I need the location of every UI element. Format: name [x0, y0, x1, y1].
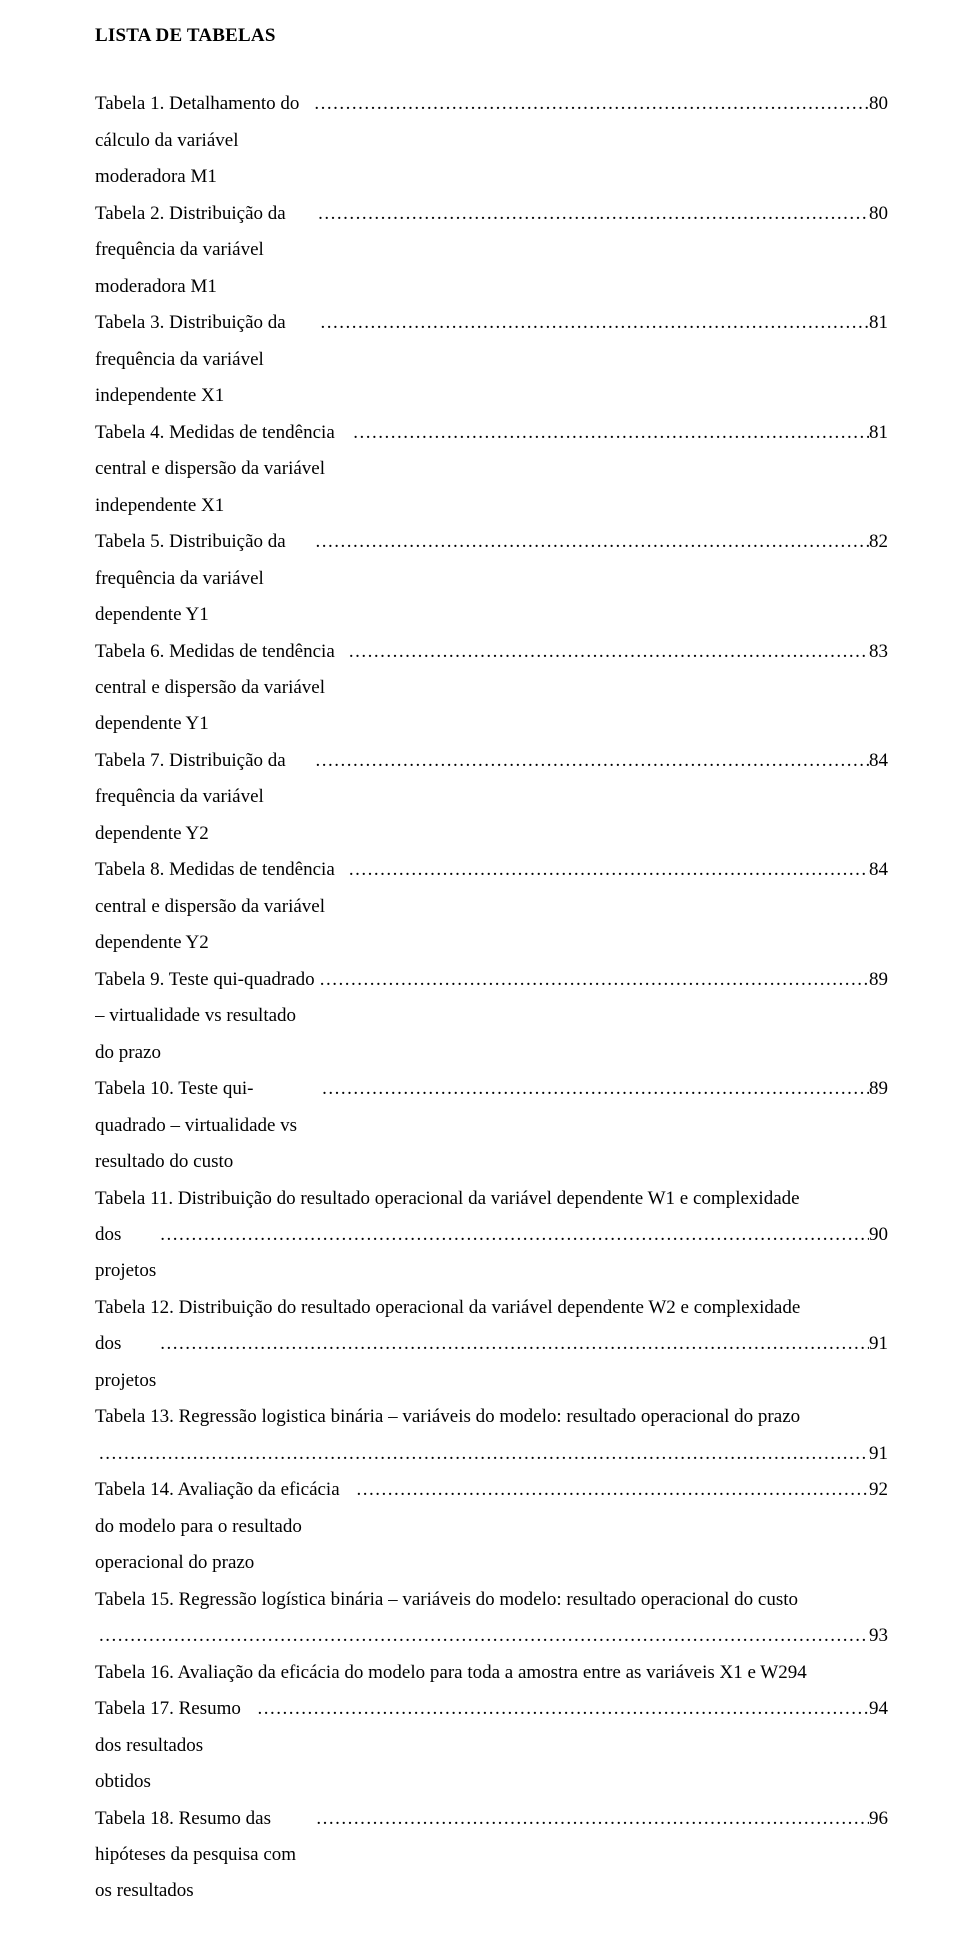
toc-leader-dots: ........................................…: [312, 1801, 869, 1837]
toc-leader-dots: ........................................…: [318, 1071, 869, 1107]
toc-entry-page: 92: [869, 1472, 888, 1508]
toc-entry-label: Tabela 5. Distribuição da frequência da …: [95, 524, 312, 633]
toc-entry-page: 84: [869, 743, 888, 779]
toc-entry-page: 81: [869, 305, 888, 341]
toc-leader-dots: ........................................…: [156, 1217, 869, 1253]
toc-entry-label: Tabela 13. Regressão logistica binária –…: [95, 1399, 888, 1435]
toc-entry-page: 80: [869, 86, 888, 122]
toc-entry-label: Tabela 1. Detalhamento do cálculo da var…: [95, 86, 310, 195]
toc-entry-page: 82: [869, 524, 888, 560]
toc-leader-dots: ........................................…: [316, 962, 869, 998]
toc-entry: Tabela 12. Distribuição do resultado ope…: [95, 1290, 888, 1326]
toc-entry-label: Tabela 8. Medidas de tendência central e…: [95, 852, 345, 961]
toc-entry: Tabela 15. Regressão logística binária –…: [95, 1582, 888, 1618]
toc-entry-page: 83: [869, 634, 888, 670]
toc-leader-dots: ........................................…: [95, 1436, 869, 1472]
toc-entry: Tabela 13. Regressão logistica binária –…: [95, 1399, 888, 1435]
toc-entry-label: Tabela 15. Regressão logística binária –…: [95, 1582, 888, 1618]
toc-entry: Tabela 14. Avaliação da eficácia do mode…: [95, 1472, 888, 1581]
toc-leader-dots: ........................................…: [312, 743, 869, 779]
toc-entry-page: 96: [869, 1801, 888, 1837]
toc-entry-continuation: dos projetos............................…: [95, 1217, 888, 1290]
toc-entry-label: Tabela 10. Teste qui-quadrado – virtuali…: [95, 1071, 318, 1180]
toc-entry-page: 84: [869, 852, 888, 888]
toc-entry: Tabela 17. Resumo dos resultados obtidos…: [95, 1691, 888, 1800]
toc-entry-continuation: ........................................…: [95, 1618, 888, 1654]
toc-entry-label: Tabela 2. Distribuição da frequência da …: [95, 196, 314, 305]
toc-entry: Tabela 8. Medidas de tendência central e…: [95, 852, 888, 961]
toc-entry-page: 93: [869, 1618, 888, 1654]
toc-entry-page: 94: [869, 1691, 888, 1727]
toc-leader-dots: ........................................…: [314, 196, 869, 232]
toc-entry: Tabela 7. Distribuição da frequência da …: [95, 743, 888, 852]
toc-entry-continuation: ........................................…: [95, 1436, 888, 1472]
toc-leader-dots: ........................................…: [156, 1326, 869, 1362]
toc-entry-page: 91: [869, 1326, 888, 1362]
toc-entry: Tabela 4. Medidas de tendência central e…: [95, 415, 888, 524]
toc-leader-dots: ........................................…: [352, 1472, 869, 1508]
toc-entry: Tabela 5. Distribuição da frequência da …: [95, 524, 888, 633]
toc-leader-dots: ........................................…: [253, 1691, 869, 1727]
toc-entry: Tabela 11. Distribuição do resultado ope…: [95, 1181, 888, 1217]
toc-entry: Tabela 9. Teste qui-quadrado – virtualid…: [95, 962, 888, 1071]
toc-entry-label: Tabela 9. Teste qui-quadrado – virtualid…: [95, 962, 316, 1071]
toc-leader-dots: ........................................…: [345, 852, 869, 888]
toc-leader-dots: ........................................…: [312, 524, 869, 560]
toc-entry-label: dos projetos: [95, 1326, 156, 1399]
toc-entry-page: 89: [869, 1071, 888, 1107]
toc-entry-page: 94: [788, 1655, 807, 1691]
toc-entry: Tabela 16. Avaliação da eficácia do mode…: [95, 1655, 888, 1691]
toc-entry: Tabela 2. Distribuição da frequência da …: [95, 196, 888, 305]
toc-leader-dots: ........................................…: [345, 634, 869, 670]
toc-entry-label: Tabela 14. Avaliação da eficácia do mode…: [95, 1472, 352, 1581]
toc-leader-dots: ........................................…: [310, 86, 869, 122]
toc-title: LISTA DE TABELAS: [95, 18, 888, 54]
toc-entry-page: 90: [869, 1217, 888, 1253]
toc-entry-page: 80: [869, 196, 888, 232]
toc-leader-dots: ........................................…: [95, 1618, 869, 1654]
toc-leader-dots: ........................................…: [349, 415, 869, 451]
toc-entry-label: Tabela 12. Distribuição do resultado ope…: [95, 1290, 888, 1326]
toc-leader-dots: ........................................…: [316, 305, 869, 341]
toc-entry-label: Tabela 6. Medidas de tendência central e…: [95, 634, 345, 743]
toc-entry: Tabela 18. Resumo das hipóteses da pesqu…: [95, 1801, 888, 1910]
toc-entry-label: Tabela 11. Distribuição do resultado ope…: [95, 1181, 888, 1217]
toc-entry-label: Tabela 17. Resumo dos resultados obtidos: [95, 1691, 253, 1800]
toc-entry: Tabela 10. Teste qui-quadrado – virtuali…: [95, 1071, 888, 1180]
toc-entry-label: Tabela 16. Avaliação da eficácia do mode…: [95, 1655, 788, 1691]
toc-entry-label: Tabela 3. Distribuição da frequência da …: [95, 305, 316, 414]
toc-entry-page: 89: [869, 962, 888, 998]
toc-entry-label: Tabela 4. Medidas de tendência central e…: [95, 415, 349, 524]
toc-entry-page: 91: [869, 1436, 888, 1472]
toc-entry-page: 81: [869, 415, 888, 451]
toc-entry: Tabela 6. Medidas de tendência central e…: [95, 634, 888, 743]
toc-entry: Tabela 1. Detalhamento do cálculo da var…: [95, 86, 888, 195]
toc-list: Tabela 1. Detalhamento do cálculo da var…: [95, 86, 888, 1909]
page: LISTA DE TABELAS Tabela 1. Detalhamento …: [0, 0, 960, 1950]
toc-entry-label: Tabela 7. Distribuição da frequência da …: [95, 743, 312, 852]
toc-entry-continuation: dos projetos............................…: [95, 1326, 888, 1399]
toc-entry-label: dos projetos: [95, 1217, 156, 1290]
toc-entry-label: Tabela 18. Resumo das hipóteses da pesqu…: [95, 1801, 312, 1910]
toc-entry: Tabela 3. Distribuição da frequência da …: [95, 305, 888, 414]
